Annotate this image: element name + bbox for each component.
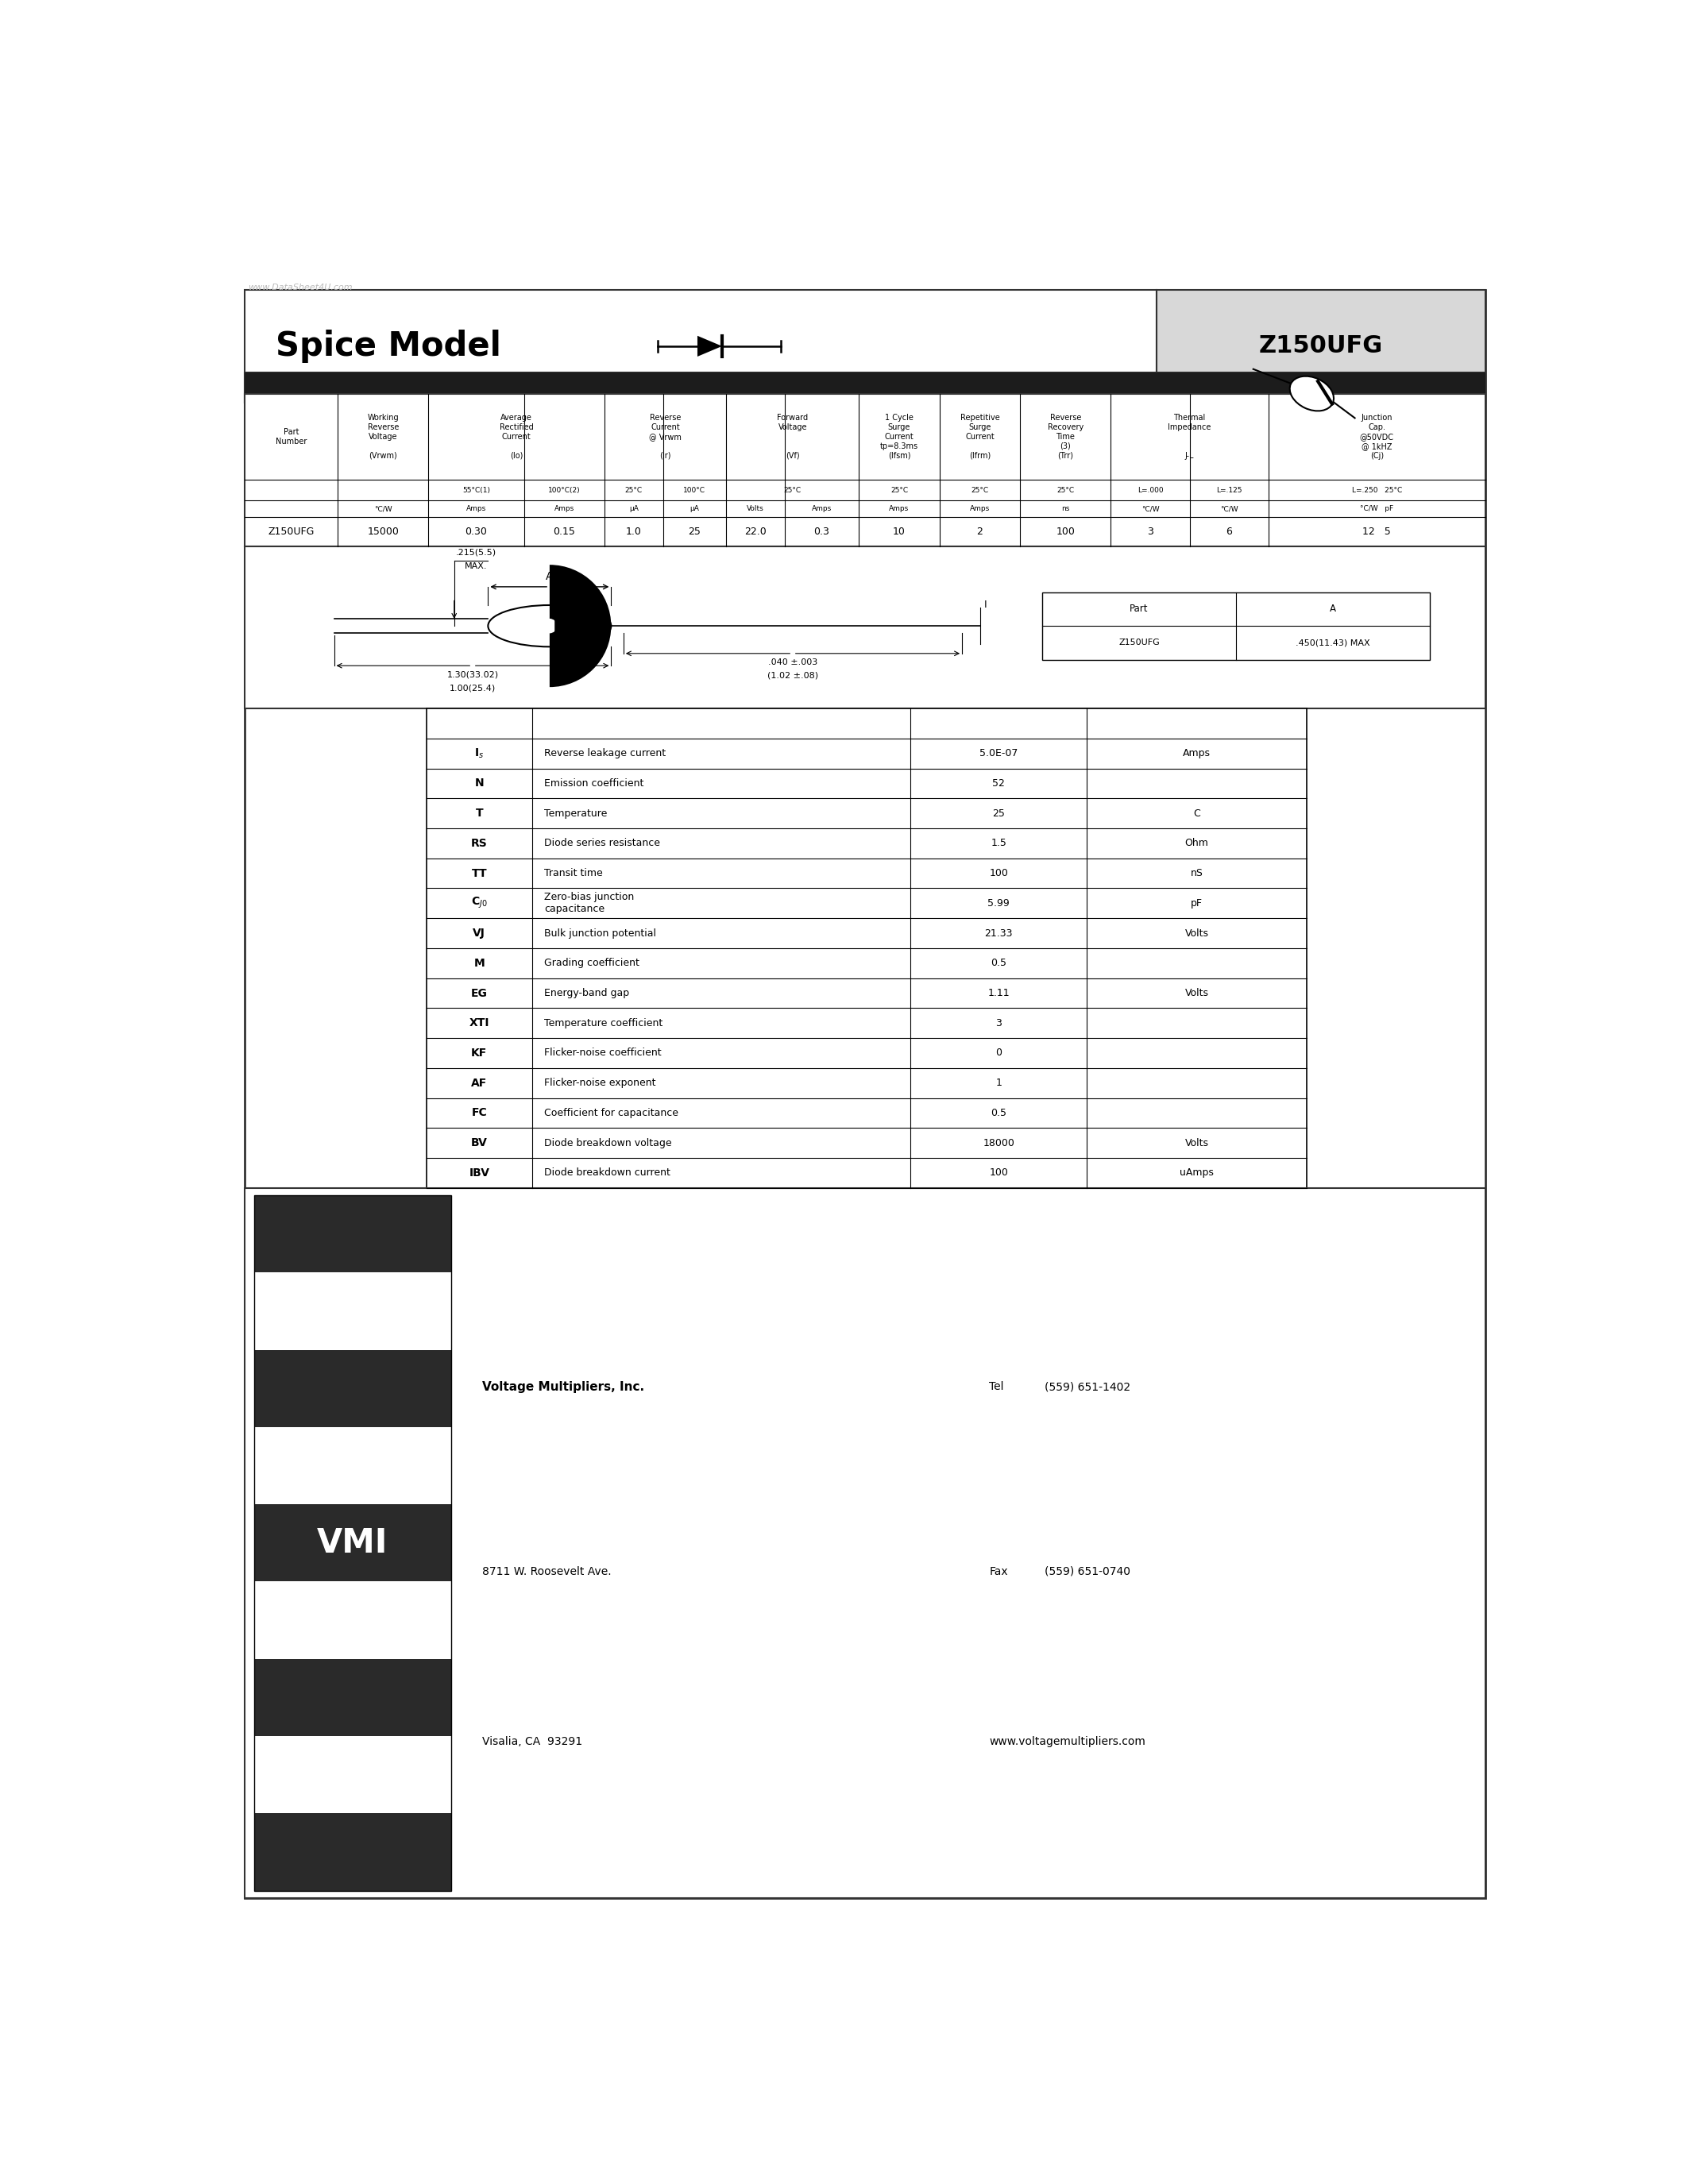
Bar (245, 371, 1485, 393)
Text: Transit time: Transit time (545, 867, 603, 878)
Text: L=.250   25°C: L=.250 25°C (1352, 487, 1403, 494)
Text: 55°C(1): 55°C(1) (463, 487, 490, 494)
Text: I$_s$: I$_s$ (474, 747, 484, 760)
Text: 1: 1 (996, 1079, 1001, 1088)
Bar (255, 1505, 451, 1581)
Text: Working
Reverse
Voltage

(Vrwm): Working Reverse Voltage (Vrwm) (368, 413, 398, 461)
Text: KF: KF (471, 1048, 488, 1059)
Text: 3: 3 (1148, 526, 1153, 537)
Text: Thermal
Impedance


J-L: Thermal Impedance J-L (1168, 413, 1210, 461)
Bar (1156, 290, 1485, 402)
Bar (245, 393, 1485, 546)
Text: MAX.: MAX. (464, 561, 488, 570)
Text: Amps: Amps (812, 505, 832, 513)
Wedge shape (550, 566, 611, 688)
Text: (559) 651-0740: (559) 651-0740 (1045, 1566, 1131, 1577)
Text: .215(5.5): .215(5.5) (456, 548, 496, 557)
Bar (255, 1195, 451, 1273)
Polygon shape (697, 336, 722, 356)
Text: Grading coefficient: Grading coefficient (545, 959, 640, 968)
Text: pF: pF (1190, 898, 1204, 909)
Text: L=.000: L=.000 (1138, 487, 1163, 494)
Text: Bulk junction potential: Bulk junction potential (545, 928, 657, 939)
Text: Reverse
Current
@ Vrwm

(Ir): Reverse Current @ Vrwm (Ir) (650, 413, 682, 461)
Text: uAmps: uAmps (1180, 1168, 1214, 1177)
Text: 0.5: 0.5 (991, 1107, 1006, 1118)
Text: Tel: Tel (989, 1380, 1004, 1391)
Bar (245, 546, 1485, 708)
Text: VJ: VJ (473, 928, 486, 939)
Bar (255, 1426, 451, 1505)
Text: 0.30: 0.30 (466, 526, 488, 537)
Text: Forward
Voltage


(Vf): Forward Voltage (Vf) (776, 413, 809, 461)
Text: 5.0E-07: 5.0E-07 (979, 749, 1018, 758)
Ellipse shape (488, 605, 611, 646)
Text: T: T (476, 808, 483, 819)
Text: Amps: Amps (466, 505, 486, 513)
Text: Z150UFG: Z150UFG (1259, 334, 1382, 358)
Text: C$_{J0}$: C$_{J0}$ (471, 895, 488, 911)
Text: Ohm: Ohm (1185, 839, 1209, 850)
Text: Volts: Volts (746, 505, 765, 513)
Text: .040 ±.003: .040 ±.003 (768, 657, 817, 666)
Text: XTI: XTI (469, 1018, 490, 1029)
Text: 21.33: 21.33 (984, 928, 1013, 939)
Text: 1.30(33.02): 1.30(33.02) (447, 670, 498, 679)
Text: Visalia, CA  93291: Visalia, CA 93291 (481, 1736, 582, 1747)
Text: 8711 W. Roosevelt Ave.: 8711 W. Roosevelt Ave. (481, 1566, 611, 1577)
Text: ns: ns (1062, 505, 1070, 513)
Text: °C/W: °C/W (375, 505, 392, 513)
Bar (255, 1350, 451, 1426)
Text: AF: AF (471, 1077, 488, 1088)
Bar (245, 290, 1156, 402)
Text: 1 Cycle
Surge
Current
tp=8.3ms
(Ifsm): 1 Cycle Surge Current tp=8.3ms (Ifsm) (879, 413, 918, 461)
Text: Amps: Amps (890, 505, 910, 513)
Text: Part
Number: Part Number (275, 428, 307, 446)
Text: Repetitive
Surge
Current

(Ifrm): Repetitive Surge Current (Ifrm) (960, 413, 999, 461)
Text: 12   5: 12 5 (1362, 526, 1391, 537)
Text: Amps: Amps (554, 505, 574, 513)
Bar (245, 371, 1156, 402)
Text: 18000: 18000 (982, 1138, 1014, 1149)
Text: 0.15: 0.15 (554, 526, 576, 537)
Text: Amps: Amps (971, 505, 989, 513)
Text: 15000: 15000 (368, 526, 398, 537)
Text: Volts: Volts (1185, 1138, 1209, 1149)
Text: 100°C(2): 100°C(2) (549, 487, 581, 494)
Text: Emission coefficient: Emission coefficient (545, 778, 645, 788)
Text: 22.0: 22.0 (744, 526, 766, 537)
Text: Diode breakdown voltage: Diode breakdown voltage (545, 1138, 672, 1149)
Text: °C/W   pF: °C/W pF (1361, 505, 1394, 513)
Text: 1.00(25.4): 1.00(25.4) (449, 684, 496, 692)
Text: 0: 0 (996, 1048, 1003, 1059)
Text: BV: BV (471, 1138, 488, 1149)
Text: (559) 651-1402: (559) 651-1402 (1045, 1380, 1131, 1391)
Text: L=.125: L=.125 (1217, 487, 1242, 494)
Text: 25°C: 25°C (1057, 487, 1074, 494)
Text: Voltage Multipliers, Inc.: Voltage Multipliers, Inc. (481, 1380, 645, 1393)
Text: Spice Model: Spice Model (275, 330, 501, 363)
Text: VMI: VMI (317, 1527, 388, 1559)
Text: Flicker-noise exponent: Flicker-noise exponent (545, 1079, 657, 1088)
Text: 25°C: 25°C (971, 487, 989, 494)
Text: 2: 2 (977, 526, 982, 537)
Text: Temperature coefficient: Temperature coefficient (545, 1018, 663, 1029)
Text: 25°C: 25°C (891, 487, 908, 494)
Text: TT: TT (471, 867, 488, 878)
Text: 0.3: 0.3 (814, 526, 829, 537)
Text: Diode series resistance: Diode series resistance (545, 839, 660, 850)
Text: Amps: Amps (1183, 749, 1210, 758)
Text: C: C (1193, 808, 1200, 819)
Text: www.voltagemultipliers.com: www.voltagemultipliers.com (989, 1736, 1146, 1747)
Text: Z150UFG: Z150UFG (268, 526, 314, 537)
Text: Z150UFG: Z150UFG (1119, 638, 1160, 646)
Text: 1.11: 1.11 (987, 987, 1009, 998)
Text: 3: 3 (996, 1018, 1001, 1029)
Text: 5.99: 5.99 (987, 898, 1009, 909)
Text: Zero-bias junction
capacitance: Zero-bias junction capacitance (545, 891, 635, 915)
Text: Average
Rectified
Current

(Io): Average Rectified Current (Io) (500, 413, 533, 461)
Text: Diode breakdown current: Diode breakdown current (545, 1168, 670, 1177)
Text: Reverse
Recovery
Time
(3)
(Trr): Reverse Recovery Time (3) (Trr) (1048, 413, 1084, 461)
Text: RS: RS (471, 839, 488, 850)
Text: www.DataSheet4U.com: www.DataSheet4U.com (248, 284, 353, 290)
